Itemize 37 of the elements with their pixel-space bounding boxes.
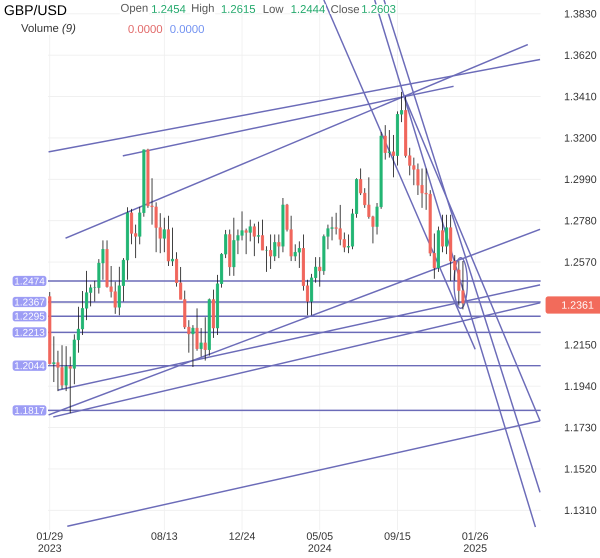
y-tick-label: 1.2990: [564, 176, 596, 184]
y-tick-label: 1.1520: [564, 465, 596, 473]
x-tick-label: 01/26 2025: [462, 532, 488, 552]
annotation: 1.2444: [291, 5, 325, 13]
text: 1.2361: [562, 301, 594, 309]
ref-line-label: 1.2474: [14, 277, 45, 284]
y-tick-label: 1.1940: [564, 382, 596, 390]
chart-title: GBP/USD: [4, 4, 66, 16]
annotation: Close: [331, 4, 360, 14]
ref-line-label: 1.2044: [14, 362, 45, 370]
annotation: 0.0000: [128, 24, 162, 34]
y-tick-label: 1.2150: [564, 341, 596, 349]
y-tick-label: 1.2780: [564, 216, 596, 224]
annotation: Open: [121, 4, 148, 14]
x-tick-label: 09/15: [384, 532, 410, 540]
y-tick-label: 1.2570: [564, 258, 596, 266]
y-tick-label: 1.3200: [564, 134, 596, 142]
y-tick-label: 1.3620: [564, 51, 596, 59]
x-tick-label: 01/29 2023: [36, 532, 63, 552]
y-tick-label: 1.1730: [564, 424, 596, 432]
annotation: Volume (9): [21, 24, 76, 34]
x-tick-label: 12/24: [229, 532, 256, 540]
y-tick-label: 1.3410: [564, 92, 596, 100]
x-tick-label: 08/13: [151, 532, 178, 540]
ref-line-label: 1.2367: [14, 298, 44, 306]
ref-line-label: 1.2295: [14, 312, 44, 320]
annotation: 1.2603: [362, 5, 396, 14]
annotation: 0.0000: [170, 24, 204, 34]
annotation: 1.2615: [222, 5, 256, 14]
y-tick-label: 1.1310: [564, 506, 596, 514]
y-tick-label: 1.3830: [564, 10, 596, 18]
annotation: Low: [264, 5, 284, 13]
annotation: 1.2454: [152, 5, 186, 14]
ref-line-label: 1.2213: [14, 328, 44, 336]
x-tick-label: 05/05 2024: [306, 532, 333, 552]
ref-line-label: 1.1817: [14, 406, 44, 414]
annotation: High: [192, 4, 214, 14]
